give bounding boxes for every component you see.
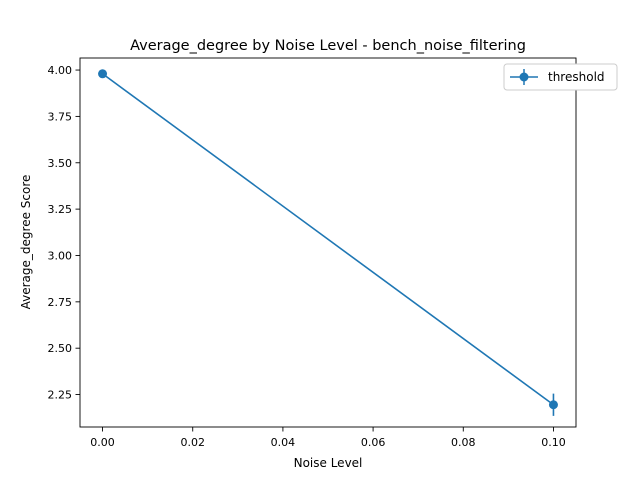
- x-tick-label: 0.04: [271, 436, 296, 449]
- legend-entry-threshold: threshold: [548, 70, 605, 84]
- plot-frame: [79, 57, 577, 428]
- series-layer: [98, 69, 558, 416]
- x-tick-label: 0.06: [361, 436, 386, 449]
- legend-point-marker: [519, 72, 529, 82]
- series-line-threshold: [102, 73, 554, 406]
- x-tick-label: 0.10: [541, 436, 566, 449]
- data-point: [98, 69, 108, 79]
- data-point: [548, 400, 558, 410]
- axes: 0.00 0.02 0.04 0.06 0.08 0.10 2.25 2.50 2.75 3.00…: [48, 64, 566, 449]
- y-axis-label: Average_degree Score: [19, 175, 33, 310]
- x-tick-label: 0.08: [451, 436, 476, 449]
- y-tick-label: 3.00: [48, 249, 73, 262]
- y-tick-label: 2.25: [48, 389, 73, 402]
- x-axis-label: Noise Level: [294, 456, 363, 470]
- y-tick-label: 2.75: [48, 296, 73, 309]
- y-tick-label: 3.75: [48, 110, 73, 123]
- y-tick-label: 3.25: [48, 203, 73, 216]
- x-tick-label: 0.00: [90, 436, 115, 449]
- x-tick-label: 0.02: [180, 436, 205, 449]
- chart-title: Average_degree by Noise Level - bench_no…: [130, 38, 526, 54]
- y-tick-label: 3.50: [48, 157, 73, 170]
- y-tick-label: 2.50: [48, 342, 73, 355]
- legend: threshold: [503, 63, 618, 91]
- legend-frame: [503, 63, 618, 91]
- y-tick-label: 4.00: [48, 64, 73, 77]
